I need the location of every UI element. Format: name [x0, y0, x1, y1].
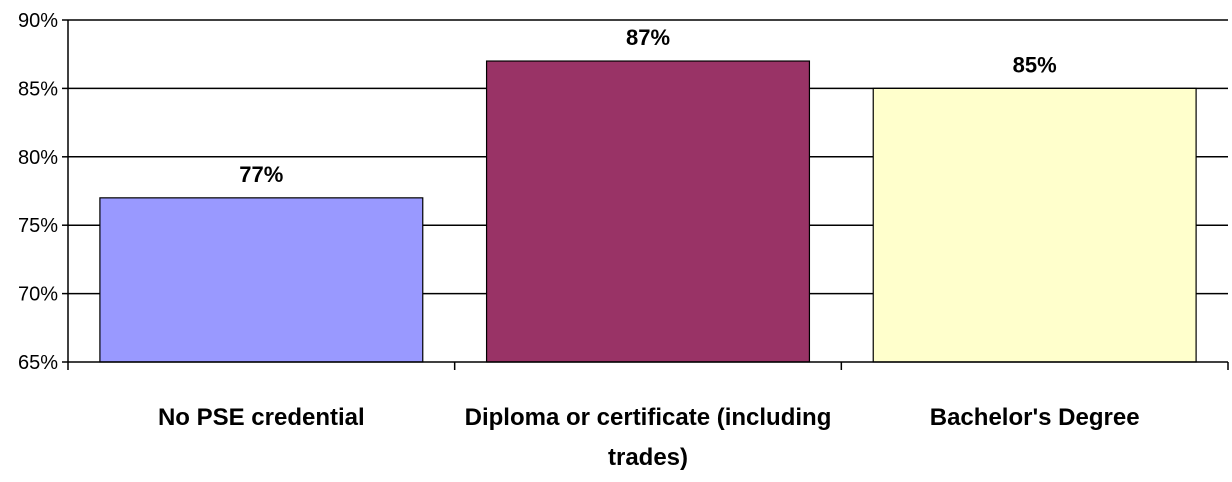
bars: [99, 60, 1197, 363]
y-tick-label: 85%: [18, 78, 58, 100]
category-label: No PSE credential: [158, 404, 365, 431]
bar: [872, 87, 1197, 363]
category-labels: No PSE credential Diploma or certificate …: [158, 404, 1140, 471]
data-label: 85%: [1013, 52, 1057, 77]
category-label: Bachelor's Degree: [930, 404, 1140, 431]
y-tick-label: 80%: [18, 147, 58, 169]
data-label: 77%: [239, 162, 283, 187]
data-label: 87%: [626, 25, 670, 50]
y-tick-label: 75%: [18, 215, 58, 237]
category-label: trades): [608, 444, 688, 471]
axes: [62, 19, 1229, 370]
y-tick-label: 65%: [18, 352, 58, 374]
bar: [485, 60, 811, 363]
y-tick-labels: 65% 70% 75% 80% 85% 90%: [18, 10, 58, 374]
category-label: Diploma or certificate (including: [465, 404, 832, 431]
y-tick-label: 70%: [18, 284, 58, 306]
y-tick-label: 90%: [18, 10, 58, 32]
data-labels: 77% 87% 85%: [239, 25, 1056, 187]
bar: [99, 197, 424, 363]
